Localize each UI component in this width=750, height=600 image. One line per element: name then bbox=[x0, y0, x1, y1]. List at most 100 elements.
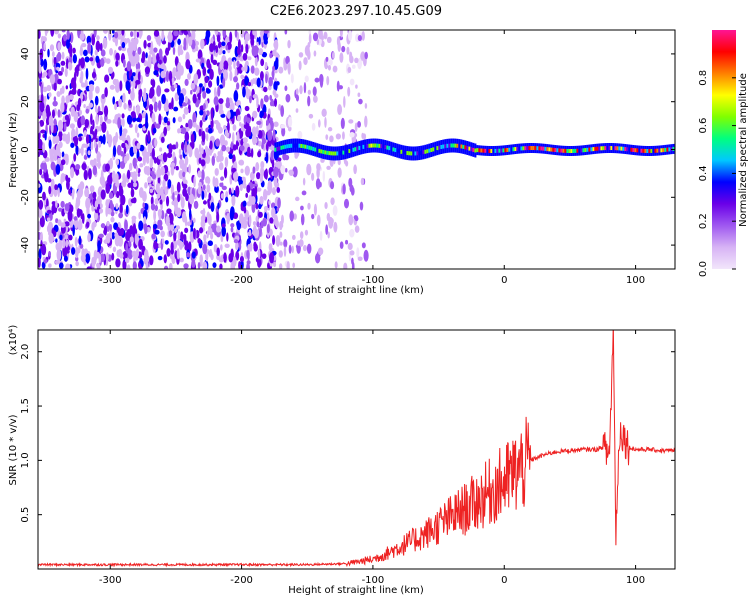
heatmap-cell bbox=[265, 151, 269, 164]
heatmap-cell bbox=[216, 211, 220, 223]
heatmap-cell bbox=[524, 146, 527, 151]
heatmap-cell bbox=[530, 146, 533, 151]
heatmap-cell bbox=[319, 230, 323, 241]
heatmap-cell bbox=[114, 236, 120, 247]
heatmap-cell bbox=[298, 239, 304, 247]
heatmap-cell bbox=[185, 59, 191, 70]
heatmap-cell bbox=[155, 123, 161, 129]
heatmap-cell bbox=[222, 77, 226, 88]
heatmap-cell bbox=[111, 30, 115, 34]
heatmap-cell bbox=[266, 119, 270, 126]
heatmap-cell bbox=[273, 167, 279, 178]
heatmap-cell bbox=[255, 202, 259, 210]
heatmap-cell bbox=[284, 144, 287, 149]
heatmap-cell bbox=[207, 240, 213, 247]
heatmap-cell bbox=[221, 144, 227, 152]
heatmap-cell bbox=[252, 110, 258, 119]
heatmap-cell bbox=[153, 47, 158, 53]
heatmap-cell bbox=[158, 243, 161, 249]
heatmap-cell bbox=[295, 94, 300, 102]
heatmap-cell bbox=[283, 246, 287, 257]
heatmap-cell bbox=[570, 148, 573, 153]
heatmap-cell bbox=[277, 197, 281, 209]
heatmap-cell bbox=[600, 146, 603, 151]
heatmap-cell bbox=[271, 68, 275, 81]
heatmap-cell bbox=[119, 203, 123, 215]
heatmap-cell bbox=[151, 96, 157, 103]
heatmap-cell bbox=[57, 41, 61, 51]
heatmap-cell bbox=[492, 148, 495, 153]
heatmap-cell bbox=[64, 234, 69, 240]
heatmap-cell bbox=[314, 77, 320, 83]
heatmap-cell bbox=[144, 225, 148, 235]
heatmap-cell bbox=[349, 78, 355, 86]
heatmap-cell bbox=[61, 151, 65, 158]
heatmap-cell bbox=[304, 144, 307, 149]
heatmap-cell bbox=[268, 243, 273, 252]
heatmap-cell bbox=[39, 101, 45, 113]
heatmap-cell bbox=[272, 187, 276, 196]
heatmap-cell bbox=[286, 144, 289, 149]
heatmap-cell bbox=[237, 176, 242, 183]
heatmap-cell bbox=[218, 49, 222, 56]
heatmap-cell bbox=[128, 162, 133, 172]
heatmap-cell bbox=[224, 156, 229, 168]
heatmap-cell bbox=[312, 32, 319, 42]
heatmap-cell bbox=[175, 165, 179, 171]
heatmap-cell bbox=[478, 148, 481, 153]
heatmap-cell bbox=[119, 80, 123, 91]
heatmap-cell bbox=[468, 146, 471, 151]
heatmap-cell bbox=[161, 93, 166, 105]
heatmap-cell bbox=[144, 182, 148, 189]
heatmap-cell bbox=[109, 223, 113, 232]
heatmap-cell bbox=[233, 90, 239, 102]
heatmap-cell bbox=[267, 32, 270, 39]
heatmap-cell bbox=[99, 203, 103, 209]
heatmap-cell bbox=[64, 114, 70, 121]
heatmap-cell bbox=[53, 150, 58, 162]
heatmap-cell bbox=[239, 183, 243, 192]
heatmap-cell bbox=[165, 70, 170, 83]
heatmap-cell bbox=[576, 148, 579, 153]
heatmap-cell bbox=[57, 187, 60, 198]
heatmap-cell bbox=[49, 148, 54, 161]
heatmap-cell bbox=[109, 48, 113, 56]
heatmap-cell bbox=[274, 98, 278, 107]
heatmap-cell bbox=[136, 132, 140, 138]
heatmap-cell bbox=[43, 42, 47, 51]
heatmap-cell bbox=[149, 255, 154, 266]
heatmap-cell bbox=[212, 262, 217, 268]
heatmap-cell bbox=[88, 89, 93, 102]
heatmap-cell bbox=[276, 147, 279, 152]
heatmap-cell bbox=[191, 140, 195, 149]
heatmap-cell bbox=[49, 44, 55, 52]
heatmap-cell bbox=[85, 197, 91, 210]
heatmap-cell bbox=[220, 113, 226, 118]
heatmap-cell bbox=[364, 51, 368, 60]
heatmap-cell bbox=[84, 118, 90, 128]
heatmap-cell bbox=[161, 238, 165, 245]
heatmap-cell bbox=[256, 187, 262, 192]
heatmap-cell bbox=[327, 64, 332, 71]
heatmap-cell bbox=[157, 255, 163, 261]
heatmap-cell bbox=[73, 153, 77, 162]
heatmap-cell bbox=[302, 144, 305, 149]
heatmap-cell bbox=[164, 240, 169, 245]
heatmap-cell bbox=[290, 73, 294, 84]
heatmap-cell bbox=[350, 148, 353, 153]
heatmap-cell bbox=[110, 72, 114, 80]
heatmap-cell bbox=[44, 30, 49, 34]
heatmap-cell bbox=[654, 148, 657, 153]
heatmap-cell bbox=[134, 233, 138, 245]
heatmap-cell bbox=[171, 97, 174, 110]
heatmap-cell bbox=[274, 147, 277, 152]
heatmap-cell bbox=[182, 171, 186, 178]
colorbar-tick-label: 0.2 bbox=[698, 213, 709, 229]
heatmap-cell bbox=[96, 162, 102, 168]
heatmap-cell bbox=[48, 115, 54, 127]
heatmap-cell bbox=[216, 75, 220, 87]
heatmap-cell bbox=[326, 75, 330, 86]
heatmap-cell bbox=[48, 139, 52, 150]
heatmap-cell bbox=[269, 252, 275, 264]
heatmap-cell bbox=[146, 34, 152, 41]
